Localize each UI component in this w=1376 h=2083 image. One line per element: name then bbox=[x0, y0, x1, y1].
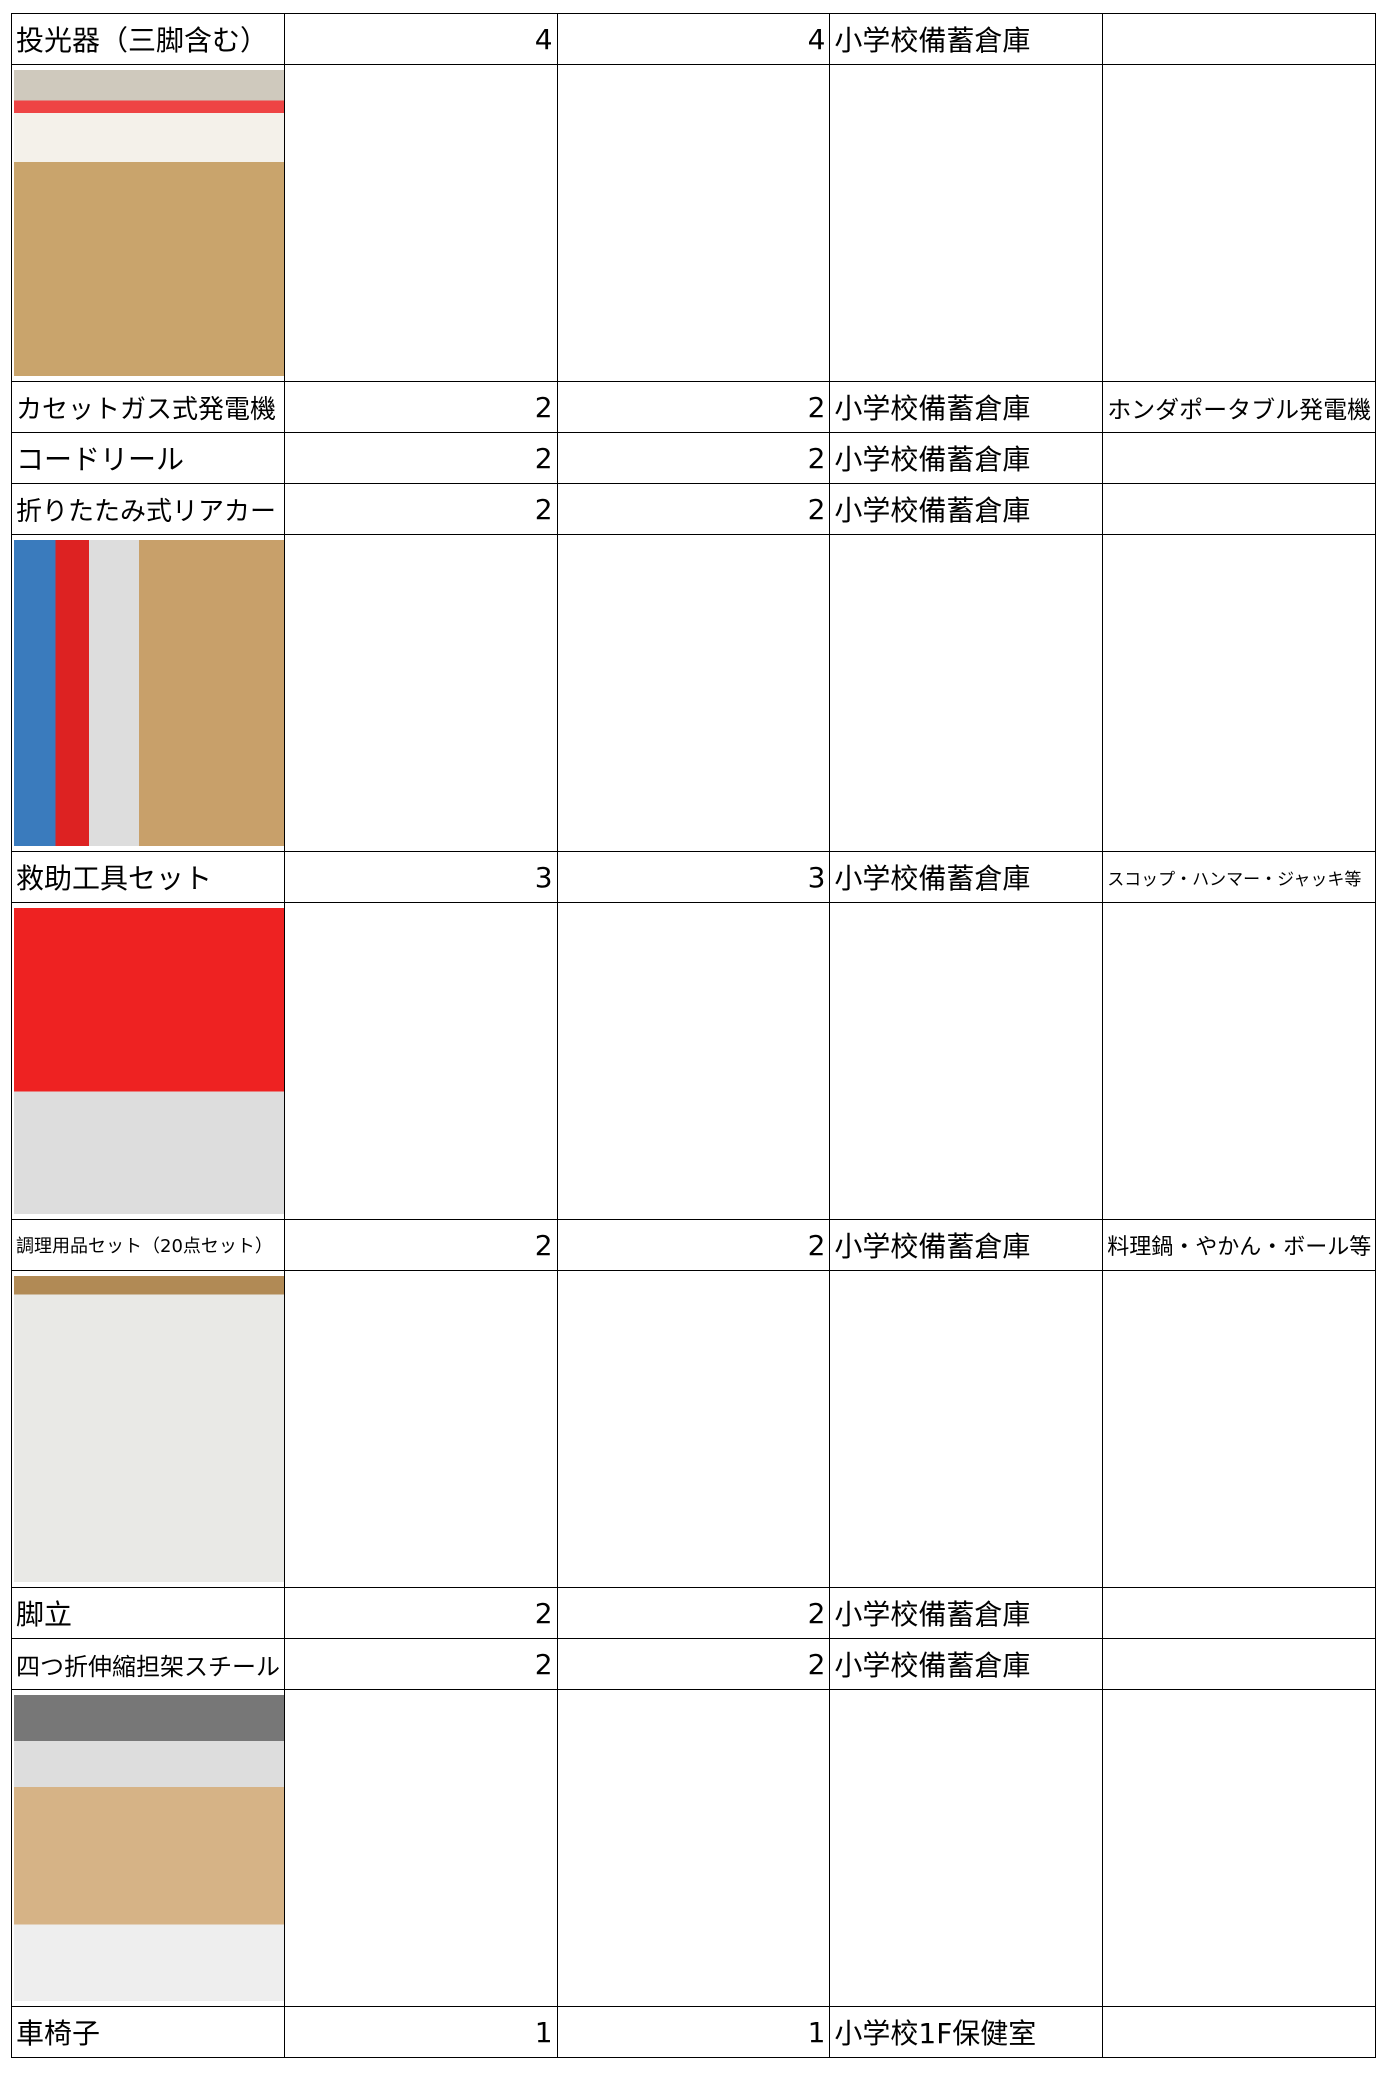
photo bbox=[14, 540, 284, 846]
quantity: 2 bbox=[283, 1219, 558, 1271]
empty-cell bbox=[829, 1270, 1104, 1588]
quantity-2: 2 bbox=[556, 432, 831, 484]
item-row: 調理用品セット（20点セット） 2 2 小学校備蓄倉庫 料理鍋・やかん・ボール等 bbox=[11, 1219, 1376, 1271]
quantity-2: 2 bbox=[556, 1587, 831, 1639]
item-name: 四つ折伸縮担架スチール bbox=[11, 1638, 285, 1690]
location: 小学校備蓄倉庫 bbox=[829, 1638, 1104, 1690]
empty-cell bbox=[1102, 534, 1376, 852]
note bbox=[1102, 1587, 1376, 1639]
photo-row bbox=[11, 534, 1376, 852]
note bbox=[1102, 1638, 1376, 1690]
empty-cell bbox=[1102, 1689, 1376, 2007]
empty-cell bbox=[1102, 1270, 1376, 1588]
location: 小学校備蓄倉庫 bbox=[829, 13, 1104, 65]
quantity: 2 bbox=[283, 381, 558, 433]
quantity-2: 2 bbox=[556, 1219, 831, 1271]
empty-cell bbox=[829, 64, 1104, 382]
quantity: 2 bbox=[283, 432, 558, 484]
note bbox=[1102, 483, 1376, 535]
empty-cell bbox=[556, 534, 831, 852]
photo bbox=[14, 1276, 284, 1582]
photo-cell bbox=[11, 1689, 285, 2007]
item-name: カセットガス式発電機 bbox=[11, 381, 285, 433]
item-name: コードリール bbox=[11, 432, 285, 484]
photo-row bbox=[11, 1270, 1376, 1588]
item-name: 投光器（三脚含む） bbox=[11, 13, 285, 65]
photo-cell bbox=[11, 902, 285, 1220]
quantity-2: 1 bbox=[556, 2006, 831, 2058]
photo-row bbox=[11, 902, 1376, 1220]
item-row: 四つ折伸縮担架スチール 2 2 小学校備蓄倉庫 bbox=[11, 1638, 1376, 1690]
photo bbox=[14, 70, 284, 376]
empty-cell bbox=[829, 534, 1104, 852]
quantity: 4 bbox=[283, 13, 558, 65]
sheet: 投光器（三脚含む） 4 4 小学校備蓄倉庫 カセットガス式発電機 2 2 小学校備蓄倉庫 ホンダ… bbox=[11, 13, 1376, 2058]
note bbox=[1102, 2006, 1376, 2058]
empty-cell bbox=[1102, 64, 1376, 382]
note: 料理鍋・やかん・ボール等 bbox=[1102, 1219, 1376, 1271]
photo bbox=[14, 908, 284, 1214]
photo-cell bbox=[11, 1270, 285, 1588]
note bbox=[1102, 432, 1376, 484]
empty-cell bbox=[283, 534, 558, 852]
item-row: コードリール 2 2 小学校備蓄倉庫 bbox=[11, 432, 1376, 484]
empty-cell bbox=[556, 64, 831, 382]
photo-row bbox=[11, 64, 1376, 382]
location: 小学校備蓄倉庫 bbox=[829, 1587, 1104, 1639]
empty-cell bbox=[829, 1689, 1104, 2007]
location: 小学校備蓄倉庫 bbox=[829, 483, 1104, 535]
photo bbox=[14, 1695, 284, 2001]
quantity: 3 bbox=[283, 851, 558, 903]
item-row: 折りたたみ式リアカー 2 2 小学校備蓄倉庫 bbox=[11, 483, 1376, 535]
note bbox=[1102, 13, 1376, 65]
empty-cell bbox=[1102, 902, 1376, 1220]
quantity-2: 3 bbox=[556, 851, 831, 903]
photo-cell bbox=[11, 64, 285, 382]
location: 小学校1F保健室 bbox=[829, 2006, 1104, 2058]
item-row: カセットガス式発電機 2 2 小学校備蓄倉庫 ホンダポータブル発電機 bbox=[11, 381, 1376, 433]
empty-cell bbox=[283, 64, 558, 382]
item-row: 脚立 2 2 小学校備蓄倉庫 bbox=[11, 1587, 1376, 1639]
quantity: 2 bbox=[283, 1638, 558, 1690]
inventory-table: 投光器（三脚含む） 4 4 小学校備蓄倉庫 カセットガス式発電機 2 2 小学校備蓄倉庫 ホンダ… bbox=[11, 13, 1376, 2058]
item-row: 車椅子 1 1 小学校1F保健室 bbox=[11, 2006, 1376, 2058]
quantity: 2 bbox=[283, 483, 558, 535]
empty-cell bbox=[556, 1270, 831, 1588]
location: 小学校備蓄倉庫 bbox=[829, 381, 1104, 433]
quantity-2: 2 bbox=[556, 483, 831, 535]
empty-cell bbox=[283, 1270, 558, 1588]
empty-cell bbox=[556, 1689, 831, 2007]
empty-cell bbox=[283, 902, 558, 1220]
empty-cell bbox=[829, 902, 1104, 1220]
quantity-2: 2 bbox=[556, 381, 831, 433]
item-name: 調理用品セット（20点セット） bbox=[11, 1219, 285, 1271]
location: 小学校備蓄倉庫 bbox=[829, 432, 1104, 484]
item-row: 投光器（三脚含む） 4 4 小学校備蓄倉庫 bbox=[11, 13, 1376, 65]
note: スコップ・ハンマー・ジャッキ等 bbox=[1102, 851, 1376, 903]
quantity-2: 2 bbox=[556, 1638, 831, 1690]
note: ホンダポータブル発電機 bbox=[1102, 381, 1376, 433]
quantity: 2 bbox=[283, 1587, 558, 1639]
item-name: 脚立 bbox=[11, 1587, 285, 1639]
empty-cell bbox=[283, 1689, 558, 2007]
quantity-2: 4 bbox=[556, 13, 831, 65]
item-name: 救助工具セット bbox=[11, 851, 285, 903]
photo-cell bbox=[11, 534, 285, 852]
item-name: 車椅子 bbox=[11, 2006, 285, 2058]
empty-cell bbox=[556, 902, 831, 1220]
item-name: 折りたたみ式リアカー bbox=[11, 483, 285, 535]
photo-row bbox=[11, 1689, 1376, 2007]
location: 小学校備蓄倉庫 bbox=[829, 1219, 1104, 1271]
item-row: 救助工具セット 3 3 小学校備蓄倉庫 スコップ・ハンマー・ジャッキ等 bbox=[11, 851, 1376, 903]
location: 小学校備蓄倉庫 bbox=[829, 851, 1104, 903]
quantity: 1 bbox=[283, 2006, 558, 2058]
